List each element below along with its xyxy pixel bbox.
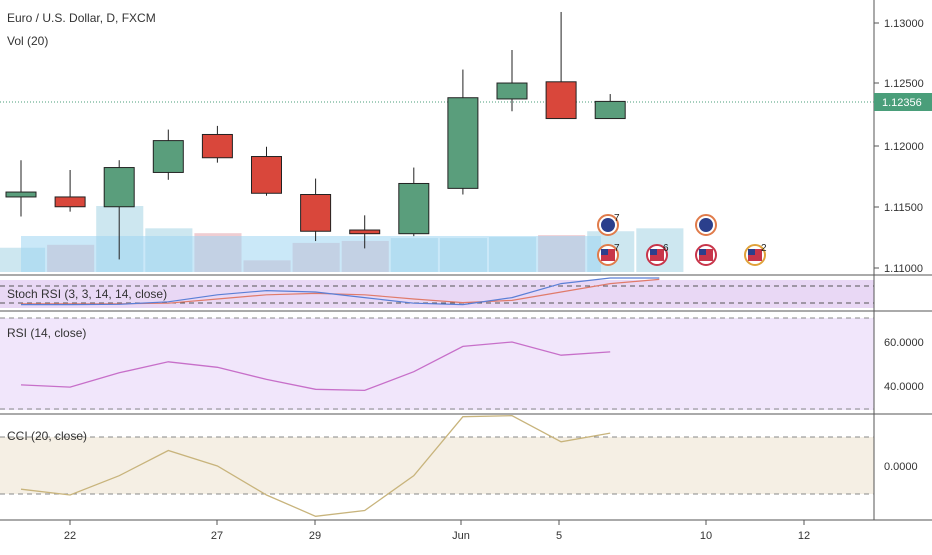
event-count: 7 <box>614 213 620 224</box>
candle-up <box>152 140 184 173</box>
time-tick: 5 <box>556 530 562 542</box>
cci-line-group <box>20 415 611 517</box>
time-tick: 12 <box>798 530 810 542</box>
time-tick: 29 <box>309 530 321 542</box>
rsi-tick: 40.0000 <box>884 381 924 393</box>
price-tick: 1.11000 <box>884 263 923 275</box>
stoch-rsi-label: Stoch RSI (3, 3, 14, 14, close) <box>7 287 167 301</box>
event-marker[interactable] <box>695 214 717 236</box>
cci-tick: 0.0000 <box>884 461 918 473</box>
us-flag-icon <box>748 249 755 255</box>
rsi-pane-bg <box>0 318 874 410</box>
rsi-line-group <box>20 341 611 392</box>
candle-down <box>300 194 332 232</box>
event-marker[interactable]: 6 <box>646 243 669 266</box>
price-tick: 1.13000 <box>884 18 924 30</box>
eu-flag-icon <box>699 218 713 232</box>
candle-down <box>349 229 381 235</box>
candle-up <box>496 82 528 100</box>
event-marker[interactable]: 2 <box>744 243 767 266</box>
us-flag-icon <box>601 249 608 255</box>
candle-down <box>545 81 577 120</box>
event-count: 7 <box>614 243 620 254</box>
event-count: 2 <box>761 243 767 254</box>
candle-up <box>447 97 479 189</box>
event-marker[interactable]: 7 <box>597 243 620 266</box>
stoch-k-line <box>21 277 660 306</box>
last-price-tag <box>874 93 932 111</box>
volume-bars <box>0 206 684 272</box>
event-count: 6 <box>663 243 669 254</box>
candle-down <box>251 156 282 194</box>
candle-down <box>201 133 233 159</box>
event-marker[interactable] <box>695 244 717 266</box>
cci-line <box>20 415 611 517</box>
chart-title: Euro / U.S. Dollar, D, FXCM <box>7 11 156 25</box>
cci-label: CCI (20, close) <box>7 429 87 443</box>
candle-up <box>398 182 430 235</box>
candle-up <box>103 167 135 208</box>
main-pane-bg <box>0 0 874 272</box>
last-price-label: 1.12356 <box>882 97 922 109</box>
time-tick: 10 <box>700 530 712 542</box>
time-tick: Jun <box>452 530 470 542</box>
rsi-line <box>20 341 611 392</box>
price-tick: 1.12000 <box>884 141 924 153</box>
price-tick: 1.11500 <box>884 202 923 214</box>
eu-flag-icon <box>601 218 615 232</box>
candle-up <box>5 191 37 198</box>
cci-pane-bg <box>0 437 874 494</box>
candlesticks[interactable] <box>5 11 626 260</box>
volume-label: Vol (20) <box>7 34 48 48</box>
volume-ma-area <box>21 236 601 272</box>
rsi-label: RSI (14, close) <box>7 326 86 340</box>
candle-down <box>54 196 86 208</box>
candle-up <box>594 100 626 120</box>
price-tick: 1.12500 <box>884 78 924 90</box>
us-flag-icon <box>699 249 706 255</box>
event-marker[interactable]: 7 <box>597 213 620 236</box>
time-tick: 27 <box>211 530 223 542</box>
time-tick: 22 <box>64 530 76 542</box>
rsi-tick: 60.0000 <box>884 337 924 349</box>
stoch-rsi-lines <box>21 277 660 306</box>
us-flag-icon <box>650 249 657 255</box>
